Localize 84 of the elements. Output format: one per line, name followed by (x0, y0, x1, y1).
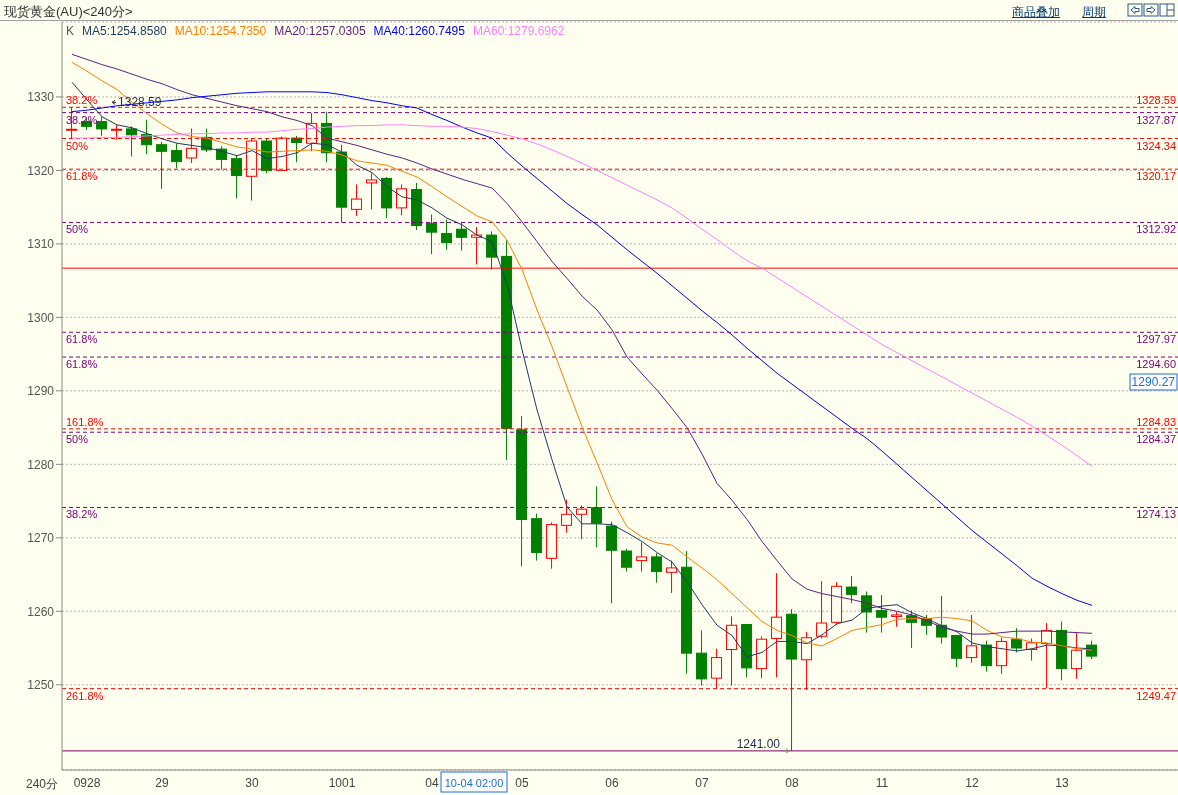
annotation: 38.2% (66, 94, 98, 107)
annotation: K (66, 24, 75, 38)
ref-line-label: 1328.59 (1136, 94, 1176, 107)
text: MA60:1279.6962 (472, 24, 565, 38)
annotation: 38.2% (66, 508, 98, 521)
annotation: 61.8% (66, 358, 98, 371)
chart-title: 现货黄金(AU)<240分> (4, 3, 133, 21)
candlestick (966, 614, 978, 664)
candlestick (366, 172, 378, 210)
ref-line-label: 1294.60 (1136, 358, 1176, 371)
annotation: 50% (66, 433, 89, 446)
candlestick (291, 135, 303, 163)
candlestick (1071, 632, 1083, 680)
ref-line-label: 1324.34 (1136, 139, 1176, 152)
candlestick (591, 485, 603, 548)
candlestick (171, 142, 183, 169)
y-tick-label: 1290 (27, 384, 55, 399)
x-tick-label: 12 (965, 775, 980, 790)
x-tick-label: 05 (515, 775, 530, 790)
x-tick-label: 0928 (73, 775, 101, 790)
text: MA20:1257.0305 (274, 24, 366, 38)
ref-line-label: 1320.17 (1136, 170, 1176, 183)
text: 10-04 02:00 (444, 777, 504, 789)
candlestick (876, 594, 888, 634)
candlestick (561, 499, 573, 534)
text: 周期 (1082, 4, 1106, 21)
candlestick (126, 125, 138, 157)
annotation: 50% (66, 139, 89, 152)
x-tick-label: 30 (245, 775, 260, 790)
annotation: 161.8% (66, 415, 104, 428)
ref-line-label: 1274.13 (1136, 508, 1176, 521)
candlestick (636, 541, 648, 573)
annotation: 61.8% (66, 333, 98, 346)
ref-line-label: 1249.47 (1136, 689, 1176, 702)
candlestick (351, 183, 363, 217)
candlestick (951, 635, 963, 668)
y-tick-label: 1330 (27, 90, 55, 105)
x-tick-label: 1001 (328, 775, 356, 790)
candlestick (666, 560, 678, 594)
ref-line-label: 1284.37 (1136, 433, 1176, 446)
annotation: 61.8% (66, 170, 98, 183)
text: 商品叠加 (1012, 4, 1060, 21)
y-tick-label: 1250 (27, 678, 55, 693)
candlestick (156, 141, 168, 190)
candlestick (576, 504, 588, 540)
candlestick (651, 552, 663, 584)
candlestick (456, 222, 468, 252)
x-tick-label: 11 (875, 775, 889, 790)
annotation: 1241.00 (736, 736, 781, 751)
candlestick (216, 145, 228, 171)
ref-line-label: 1284.83 (1136, 415, 1176, 428)
candlestick (816, 580, 828, 639)
ref-line-label: 1312.92 (1136, 223, 1176, 236)
candlestick (1011, 627, 1023, 653)
candlestick (981, 640, 993, 673)
candlestick (96, 116, 108, 137)
x-tick-label: 13 (1055, 775, 1070, 790)
candlestick (231, 154, 243, 199)
ref-line-label: 1327.87 (1136, 113, 1176, 126)
y-tick-label: 1280 (27, 457, 55, 472)
candlestick (846, 575, 858, 604)
y-tick-label: 1260 (27, 604, 55, 619)
annotation: 261.8% (66, 689, 104, 702)
candlestick (621, 548, 633, 573)
text: MA10:1254.7350 (174, 24, 267, 38)
x-tick-label: 06 (605, 775, 620, 790)
candlestick (426, 214, 438, 255)
y-tick-label: 1320 (27, 163, 55, 178)
y-tick-label: 1270 (27, 531, 55, 546)
annotation: 50% (66, 223, 89, 236)
x-tick-label: 04 (425, 775, 440, 790)
candlestick (396, 183, 408, 216)
y-tick-label: 1300 (27, 310, 55, 325)
text: 1290.27 (1131, 375, 1176, 389)
text: 240分 (26, 776, 59, 793)
y-tick-label: 1310 (27, 237, 55, 252)
x-tick-label: 07 (695, 775, 710, 790)
x-tick-label: 29 (155, 775, 170, 790)
text: MA40:1260.7495 (373, 24, 465, 38)
candlestick (441, 219, 453, 251)
candlestick (771, 572, 783, 678)
ref-line-label: 1297.97 (1136, 333, 1176, 346)
text: MA5:1254.8580 (82, 24, 167, 38)
x-tick-label: 08 (785, 775, 800, 790)
